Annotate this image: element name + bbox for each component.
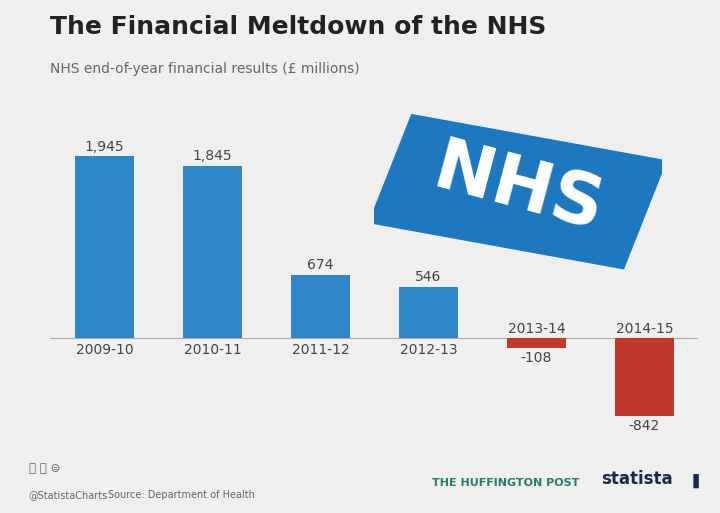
Text: 1,845: 1,845 — [192, 149, 233, 163]
FancyBboxPatch shape — [368, 114, 667, 269]
Bar — [507, 338, 566, 348]
Text: 546: 546 — [415, 270, 441, 284]
Text: 1,945: 1,945 — [84, 140, 125, 154]
Text: Source: Department of Health: Source: Department of Health — [108, 490, 255, 500]
Bar — [75, 156, 134, 338]
Text: -842: -842 — [629, 419, 660, 433]
Bar — [615, 338, 674, 416]
Text: 2013-14: 2013-14 — [508, 322, 565, 336]
Text: 2011-12: 2011-12 — [292, 343, 349, 357]
Text: NHS: NHS — [426, 134, 611, 246]
Bar — [399, 287, 458, 338]
Text: 2009-10: 2009-10 — [76, 343, 133, 357]
Text: 2014-15: 2014-15 — [616, 322, 673, 336]
Text: 674: 674 — [307, 259, 333, 272]
Text: @StatistaCharts: @StatistaCharts — [29, 490, 108, 500]
Text: NHS end-of-year financial results (£ millions): NHS end-of-year financial results (£ mil… — [50, 62, 360, 75]
Text: ▐: ▐ — [688, 474, 698, 488]
Bar — [183, 166, 242, 338]
Text: statista: statista — [601, 470, 672, 488]
Text: 2012-13: 2012-13 — [400, 343, 457, 357]
Text: 2010-11: 2010-11 — [184, 343, 241, 357]
Bar — [291, 275, 350, 338]
Text: The Financial Meltdown of the NHS: The Financial Meltdown of the NHS — [50, 15, 546, 40]
Text: ⓒ ⓘ ⊜: ⓒ ⓘ ⊜ — [29, 462, 60, 475]
Text: THE HUFFINGTON POST: THE HUFFINGTON POST — [432, 479, 580, 488]
Text: -108: -108 — [521, 350, 552, 365]
